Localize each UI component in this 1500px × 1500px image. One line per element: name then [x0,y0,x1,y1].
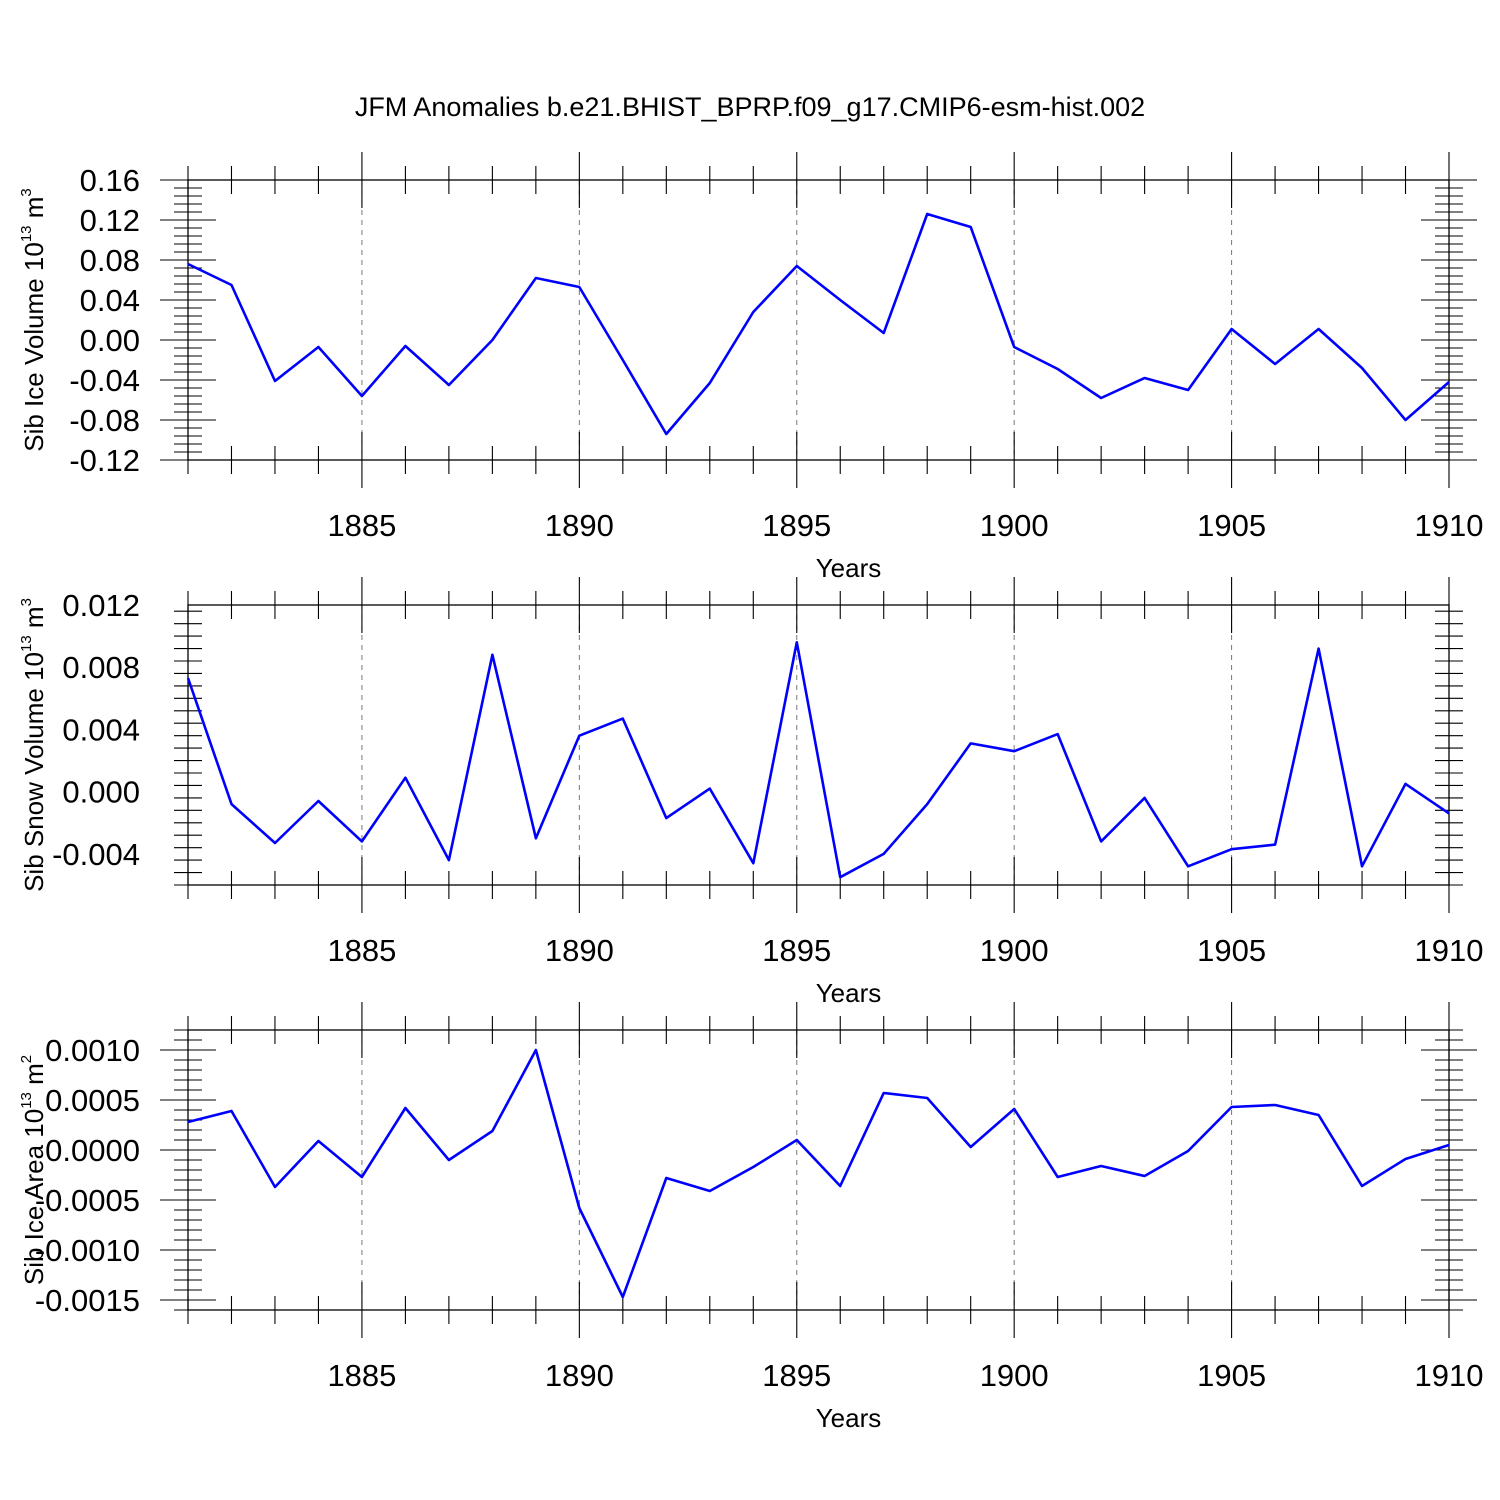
y-tick-label: 0.08 [80,243,140,278]
x-tick-label: 1900 [980,508,1049,543]
x-tick-label: 1890 [545,508,614,543]
data-series-line [187,212,1450,436]
y-axis-title: Sib Snow Volume 1013 m3 [18,598,49,892]
plot-frame [187,1029,1450,1311]
chart-panels: 1885 1890 1895 1900 1905 1910 Years -0.12 -0.08 -… [18,152,1483,1433]
y-tick-label: 0.008 [62,650,140,685]
x-tick-label: 1885 [327,933,396,968]
x-tick-label: 1900 [980,1358,1049,1393]
plot-frame [187,179,1450,461]
y-tick-label: 0.004 [62,712,140,747]
y-tick-label: 0.000 [62,775,140,810]
y-tick-label: 0.16 [80,163,140,198]
chart-panel-1: 1885 1890 1895 1900 1905 1910 Years -0.12 -0.08 -… [18,152,1483,583]
y-axis-title: Sib Ice Volume 1013 m3 [18,188,49,452]
x-tick-label: 1905 [1197,933,1266,968]
y-tick-label: 0.04 [80,283,140,318]
x-tick-label: 1895 [762,1358,831,1393]
y-tick-label: -0.004 [52,837,140,872]
y-tick-label: -0.0010 [35,1233,140,1268]
x-tick-label: 1910 [1415,933,1484,968]
chart-panel-2: 1885 1890 1895 1900 1905 1910 Years -0.004 0.000… [18,577,1483,1008]
x-tick-label: 1895 [762,508,831,543]
x-tick-label: 1895 [762,933,831,968]
data-series-line [187,1048,1450,1299]
x-tick-label: 1890 [545,933,614,968]
y-tick-label: -0.0005 [35,1183,140,1218]
x-tick-label: 1890 [545,1358,614,1393]
y-tick-label: -0.12 [69,443,140,478]
x-tick-label: 1900 [980,933,1049,968]
y-tick-label: 0.0000 [45,1133,140,1168]
y-tick-label: 0.12 [80,203,140,238]
chart-title: JFM Anomalies b.e21.BHIST_BPRP.f09_g17.C… [355,92,1145,122]
y-tick-label: -0.04 [69,363,140,398]
x-axis-title: Years [816,978,882,1008]
x-axis-title: Years [816,1403,882,1433]
y-tick-label: 0.0005 [45,1083,140,1118]
chart-panel-3: 1885 1890 1895 1900 1905 1910 Years -0.0015 -0.0… [18,1002,1483,1433]
y-axis-title: Sib Ice Area 1013 m2 [18,1055,49,1285]
y-tick-label: -0.0015 [35,1283,140,1318]
plot-frame [187,604,1450,886]
x-tick-label: 1910 [1415,1358,1484,1393]
x-tick-label: 1905 [1197,508,1266,543]
x-tick-label: 1905 [1197,1358,1266,1393]
y-tick-label: 0.0010 [45,1033,140,1068]
y-tick-label: 0.00 [80,323,140,358]
x-tick-label: 1910 [1415,508,1484,543]
x-axis-title: Years [816,553,882,583]
y-tick-label: -0.08 [69,403,140,438]
x-tick-label: 1885 [327,1358,396,1393]
y-tick-label: 0.012 [62,588,140,623]
data-series-line [186,640,1450,879]
x-tick-label: 1885 [327,508,396,543]
